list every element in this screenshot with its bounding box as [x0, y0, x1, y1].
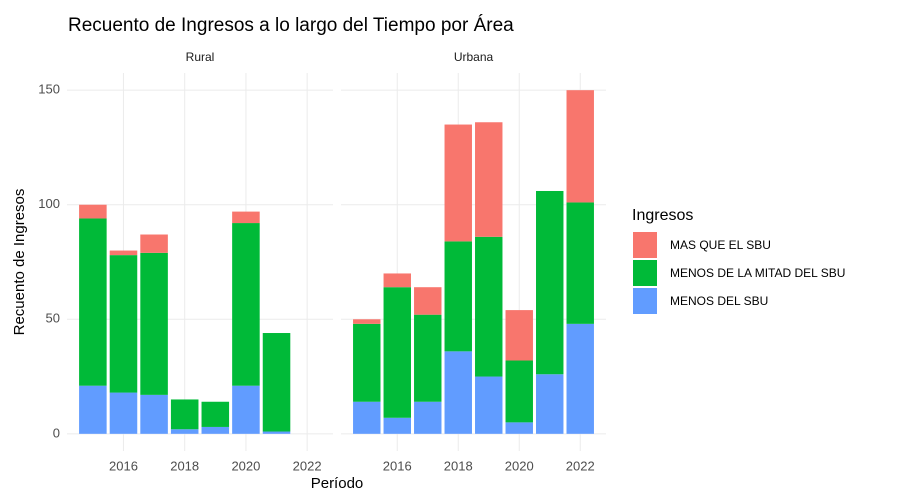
- legend-label: MAS QUE EL SBU: [670, 238, 771, 252]
- bar-segment: [232, 385, 260, 434]
- bar-segment: [383, 273, 411, 288]
- x-tick-label: 2016: [383, 458, 412, 473]
- x-axis-label: Período: [311, 475, 364, 492]
- facet-title: Rural: [186, 50, 215, 64]
- legend-label: MENOS DE LA MITAD DEL SBU: [670, 266, 845, 280]
- bar-segment: [475, 236, 503, 377]
- bar-segment: [109, 255, 138, 393]
- x-tick-label: 2020: [231, 458, 260, 473]
- bar-segment: [232, 211, 260, 224]
- bar-segment: [566, 202, 594, 324]
- y-axis-label: Recuento de Ingresos: [11, 189, 28, 336]
- legend-title: Ingresos: [632, 207, 693, 224]
- legend-swatch: [633, 260, 657, 286]
- bar-segment: [353, 401, 381, 434]
- facet-title: Urbana: [454, 50, 494, 64]
- bar-segment: [383, 417, 411, 434]
- y-tick-label: 150: [38, 82, 60, 97]
- bar-segment: [140, 252, 168, 395]
- y-tick-label: 100: [38, 196, 60, 211]
- bar-segment: [79, 218, 107, 386]
- bar-segment: [414, 401, 442, 434]
- x-tick-label: 2022: [566, 458, 595, 473]
- bar-segment: [566, 323, 594, 434]
- bar-segment: [170, 429, 199, 434]
- bar-segment: [566, 90, 594, 203]
- bar-segment: [414, 287, 442, 315]
- bar-segment: [444, 351, 472, 434]
- x-tick-label: 2018: [170, 458, 199, 473]
- bar-segment: [505, 360, 533, 423]
- legend-swatch: [633, 232, 657, 258]
- bar-segment: [262, 333, 291, 432]
- bar-segment: [79, 204, 107, 219]
- bar-segment: [505, 310, 533, 361]
- x-tick-label: 2022: [293, 458, 322, 473]
- bar-segment: [109, 392, 138, 434]
- y-tick-label: 0: [53, 425, 60, 440]
- x-tick-label: 2018: [444, 458, 473, 473]
- bar-segment: [232, 223, 260, 386]
- bar-segment: [353, 323, 381, 402]
- bar-segment: [109, 250, 138, 256]
- bar-segment: [475, 122, 503, 237]
- bar-segment: [444, 241, 472, 352]
- chart-title: Recuento de Ingresos a lo largo del Tiem…: [68, 15, 514, 36]
- bar-segment: [536, 190, 564, 375]
- bar-segment: [170, 399, 199, 430]
- legend-swatch: [633, 288, 657, 314]
- bar-segment: [79, 385, 107, 434]
- bar-segment: [262, 431, 291, 434]
- y-tick-label: 50: [46, 311, 60, 326]
- legend-label: MENOS DEL SBU: [670, 294, 768, 308]
- bar-segment: [140, 394, 168, 434]
- bar-segment: [536, 374, 564, 434]
- x-tick-label: 2020: [505, 458, 534, 473]
- x-tick-label: 2016: [109, 458, 138, 473]
- bar-segment: [353, 319, 381, 324]
- bar-segment: [201, 426, 230, 434]
- bar-segment: [383, 287, 411, 418]
- bar-segment: [140, 234, 168, 253]
- bar-segment: [475, 376, 503, 434]
- bar-segment: [414, 314, 442, 402]
- bar-segment: [505, 422, 533, 434]
- bar-segment: [444, 124, 472, 242]
- bar-segment: [201, 401, 230, 427]
